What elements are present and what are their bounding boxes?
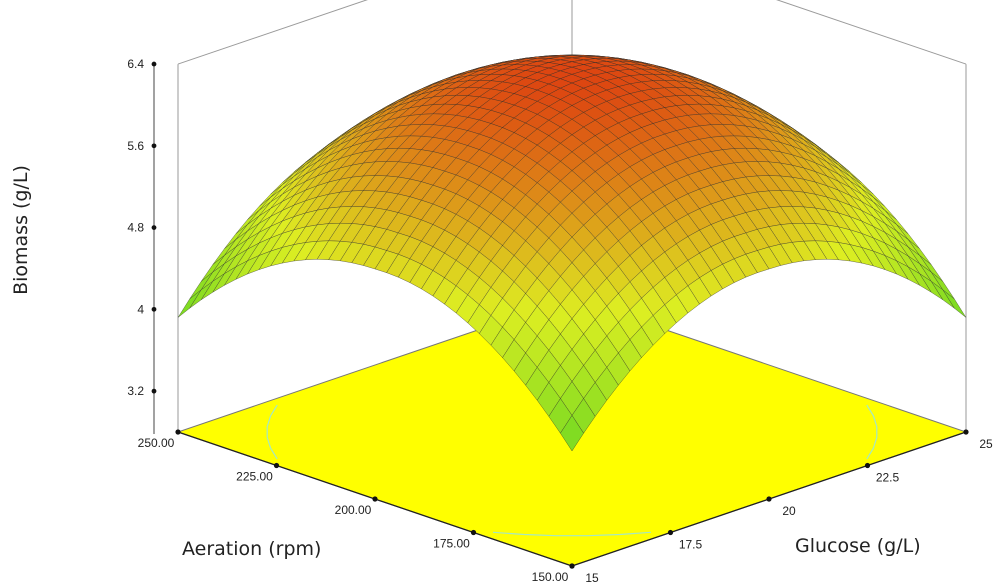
z-tick-label-2: 4.8 — [127, 221, 144, 235]
x-tick-label-0: 150.00 — [532, 570, 569, 584]
x-tick-label-3: 225.00 — [236, 470, 273, 484]
y-tick-label-0: 15 — [585, 571, 599, 585]
z-tick-mark-0 — [151, 388, 157, 394]
y-tick-mark-2 — [766, 496, 772, 502]
z-tick-mark-3 — [151, 143, 157, 149]
surface-cell-33-0 — [177, 289, 202, 318]
z-tick-label-0: 3.2 — [127, 384, 144, 398]
x-axis-title: Aeration (rpm) — [182, 538, 321, 560]
surface-cell-0-0 — [560, 414, 584, 452]
x-tick-mark-2 — [372, 496, 378, 502]
x-tick-mark-4 — [175, 429, 181, 435]
y-tick-mark-1 — [667, 529, 674, 536]
x-tick-mark-3 — [273, 462, 280, 469]
x-tick-label-4: 250.00 — [138, 436, 175, 450]
y-tick-label-1: 17.5 — [679, 538, 703, 552]
z-tick-label-4: 6.4 — [127, 57, 144, 71]
y-axis-title: Glucose (g/L) — [795, 535, 921, 557]
box-edge-top-right — [776, 0, 967, 65]
surface-mesh — [177, 54, 967, 452]
z-axis-title: Biomass (g/L) — [10, 165, 32, 295]
x-tick-label-2: 200.00 — [335, 503, 372, 517]
z-tick-mark-2 — [151, 225, 157, 231]
box-edge-top-left — [177, 0, 368, 65]
y-tick-label-3: 22.5 — [876, 471, 900, 485]
z-tick-mark-1 — [151, 306, 157, 312]
y-tick-mark-4 — [963, 429, 969, 435]
y-tick-mark-3 — [864, 462, 871, 469]
x-tick-label-1: 175.00 — [433, 537, 470, 551]
z-tick-label-3: 5.6 — [127, 139, 144, 153]
y-tick-label-4: 25 — [979, 437, 993, 451]
surface-cell-0-33 — [942, 289, 967, 318]
z-tick-label-1: 4 — [137, 302, 144, 316]
y-tick-label-2: 20 — [782, 504, 796, 518]
z-tick-mark-4 — [151, 61, 157, 67]
axis-ticks: 150.00 175.00 200.00 225.00 250.00 15 17.5 20 22… — [127, 57, 993, 585]
y-tick-mark-0 — [569, 563, 575, 569]
x-tick-mark-1 — [470, 529, 477, 536]
